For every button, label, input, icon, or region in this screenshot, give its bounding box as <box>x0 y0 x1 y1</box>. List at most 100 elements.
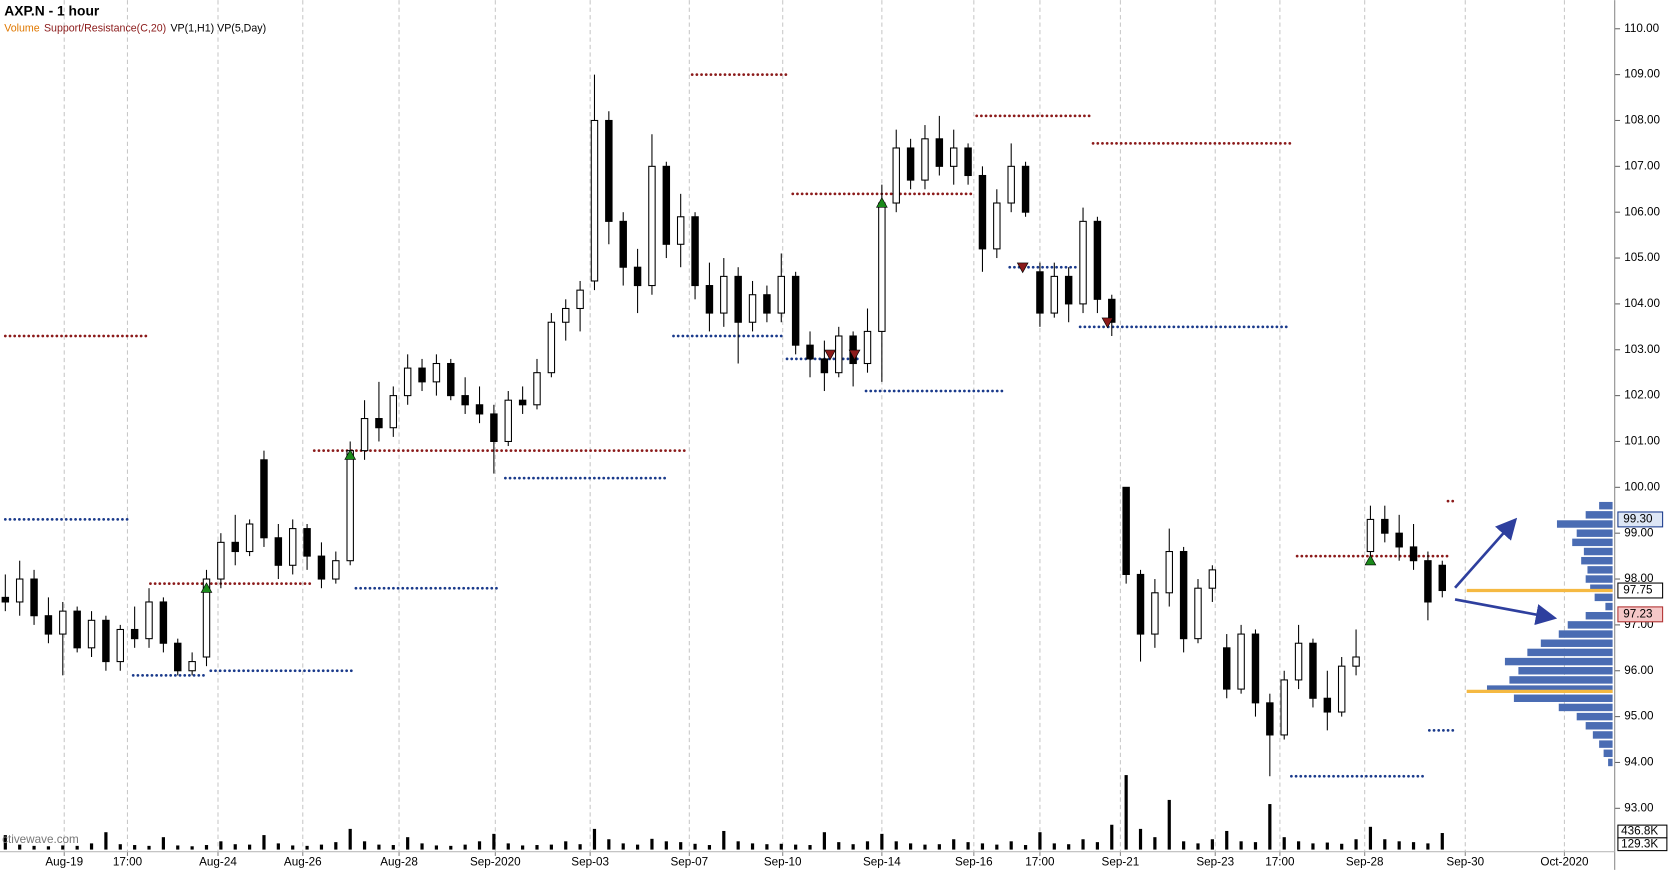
candle-body <box>317 555 326 580</box>
volume-bar <box>1167 799 1171 850</box>
volume-bar <box>779 843 783 850</box>
volume-profile-bar <box>1567 621 1613 629</box>
volume-bar <box>980 843 985 850</box>
volume-bar <box>621 843 625 850</box>
candle-body <box>921 138 929 181</box>
candle-body <box>116 628 125 663</box>
volume-bar <box>3 835 7 850</box>
candle-body <box>44 615 53 635</box>
price-marker-box <box>1617 582 1664 599</box>
candle-body <box>274 537 283 566</box>
volume-bar <box>521 845 525 850</box>
candle-body <box>1438 564 1447 592</box>
candle-body <box>1237 633 1245 690</box>
volume-bar <box>61 845 65 850</box>
candle-body <box>748 294 757 323</box>
volume-bar <box>607 839 611 850</box>
volume-profile-bar <box>1509 676 1613 684</box>
volume-bar <box>133 845 137 850</box>
volume-bar <box>1038 832 1042 850</box>
candle-body <box>1136 573 1145 635</box>
volume-bar <box>1081 839 1085 850</box>
volume-bar <box>1411 842 1416 850</box>
candle-body <box>1223 647 1231 690</box>
volume-bar <box>1009 841 1013 850</box>
volume-bar <box>492 833 496 850</box>
volume-profile-bar <box>1576 529 1613 537</box>
candle-body <box>418 367 426 383</box>
volume-bar <box>248 844 252 850</box>
volume-bar <box>995 844 999 850</box>
candle-body <box>1352 656 1360 667</box>
volume-bar <box>434 845 439 850</box>
volume-bar <box>722 830 726 850</box>
x-tick-label: Aug-24 <box>199 855 237 868</box>
volume-bar <box>765 844 769 850</box>
candle-body <box>159 601 168 644</box>
candle-body <box>1079 220 1087 305</box>
volume-bar <box>923 844 927 850</box>
x-tick-label: Oct-2020 <box>1540 855 1589 868</box>
y-tick-label: 105.00 <box>1624 251 1660 264</box>
candle-body <box>1424 560 1432 603</box>
volume-bar <box>909 843 913 850</box>
price-marker-label: 97.23 <box>1623 607 1652 620</box>
watermark: ctivewave.com <box>2 833 79 846</box>
volume-bar <box>204 845 209 850</box>
volume-profile-bar <box>1608 758 1613 767</box>
volume-bar <box>334 842 338 850</box>
candle-body <box>1309 642 1317 699</box>
volume-bar <box>391 845 395 850</box>
volume-profile-bar <box>1576 712 1613 721</box>
volume-bar <box>1325 842 1329 850</box>
grid <box>63 0 1565 852</box>
candle-body <box>30 578 38 617</box>
volume-bar <box>937 844 941 850</box>
volume-profile-bar <box>1587 566 1613 574</box>
candle-body <box>490 413 498 443</box>
y-tick-label: 99.00 <box>1624 526 1654 539</box>
candle-body <box>863 330 872 365</box>
candle-body <box>705 285 714 314</box>
volume-bar <box>477 841 482 850</box>
candle-body <box>1194 587 1202 640</box>
y-tick-label: 98.00 <box>1624 572 1654 585</box>
volume-bar <box>865 841 870 850</box>
sell-signal <box>1101 317 1114 329</box>
volume-bar <box>794 844 798 850</box>
volume-bar <box>305 845 309 850</box>
volume-profile-bar <box>1590 584 1613 592</box>
volume-bar <box>650 838 654 850</box>
candle-body <box>188 661 196 672</box>
y-tick-label: 95.00 <box>1624 710 1654 723</box>
candle-body <box>820 358 829 374</box>
candle-body <box>547 321 556 374</box>
candle-body <box>1036 271 1044 314</box>
volume-profile-bar <box>1558 630 1613 638</box>
candle-body <box>303 528 311 557</box>
candle-body <box>174 642 182 672</box>
volume-bar <box>837 842 841 850</box>
candle-body <box>662 165 671 245</box>
volume-bar <box>1253 842 1258 850</box>
volume-bar <box>449 845 453 850</box>
y-tick-label: 100.00 <box>1624 480 1660 493</box>
candle-body <box>849 335 857 365</box>
volume-bar <box>18 844 22 850</box>
volume-bar <box>1095 842 1100 850</box>
volume-bar <box>564 841 568 850</box>
candle-body <box>576 289 584 310</box>
sell-signal <box>824 349 837 361</box>
candle-body <box>217 541 225 580</box>
volume-bar <box>348 828 352 850</box>
candle-body <box>475 404 484 415</box>
volume-bar <box>118 844 122 850</box>
volume-bar <box>966 842 970 850</box>
candle-body <box>1366 518 1375 553</box>
candle-body <box>633 266 642 287</box>
candle-body <box>1395 532 1403 548</box>
y-tick-label: 96.00 <box>1624 664 1654 677</box>
volume-bar <box>894 841 898 850</box>
arrow <box>1454 598 1558 626</box>
